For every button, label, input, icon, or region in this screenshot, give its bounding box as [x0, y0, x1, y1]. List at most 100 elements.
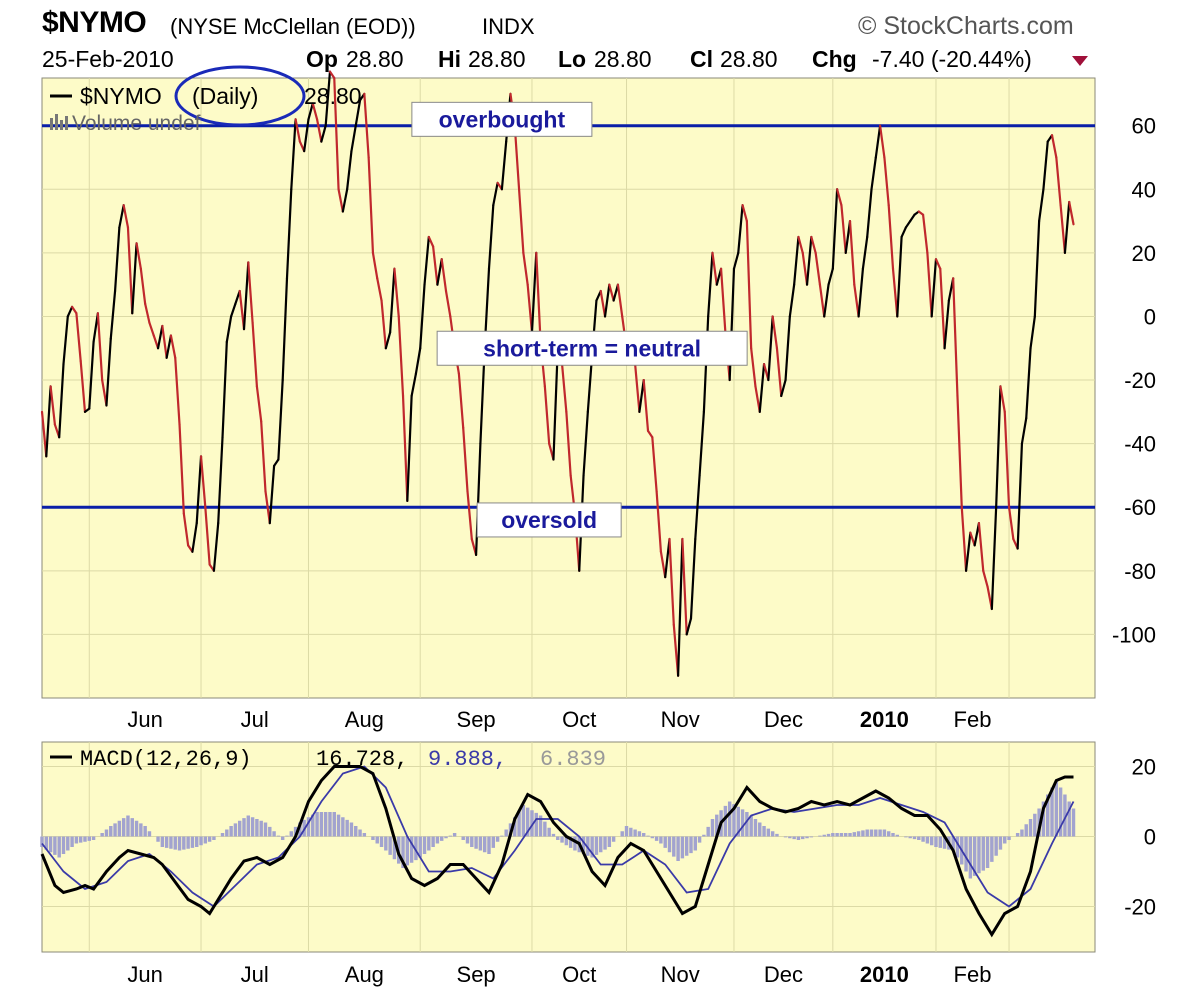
macd-hist-bar — [491, 836, 496, 848]
macd-hist-bar — [985, 836, 990, 868]
nymo-segment — [324, 70, 332, 127]
macd-hist-bar — [891, 833, 895, 837]
main-y-tick-label: 60 — [1132, 114, 1156, 139]
nymo-segment — [466, 490, 473, 541]
legend-period: (Daily) — [192, 83, 258, 109]
macd-hist-bar — [315, 812, 319, 837]
nymo-segment — [655, 490, 663, 553]
nymo-segment — [964, 531, 972, 572]
down-triangle-icon — [1072, 56, 1088, 66]
nymo-segment — [1007, 506, 1015, 541]
nymo-segment — [900, 226, 907, 239]
macd-hist-bar — [848, 833, 852, 837]
nymo-segment — [303, 118, 310, 153]
macd-hist-bar — [1063, 794, 1067, 837]
macd-hist-bar — [190, 836, 195, 848]
nymo-segment — [367, 156, 375, 254]
macd-hist-bar — [487, 836, 491, 854]
macd-hist-bar — [663, 836, 667, 848]
macd-hist-bar — [74, 836, 79, 844]
macd-hist-bar — [796, 836, 801, 840]
macd-hist-bar — [182, 836, 186, 850]
macd-hist-bar — [199, 836, 203, 846]
nymo-segment — [887, 204, 895, 270]
nymo-segment — [419, 283, 426, 350]
nymo-segment — [939, 267, 946, 350]
nymo-segment — [350, 124, 357, 153]
macd-panel — [41, 741, 1096, 953]
macd-hist-bar — [972, 836, 977, 876]
nymo-segment — [341, 188, 349, 213]
macd-hist-bar — [964, 836, 968, 872]
macd-hist-bar — [538, 815, 543, 837]
macd-hist-bar — [332, 812, 336, 837]
macd-hist-bar — [323, 812, 328, 837]
main-y-tick-label: -100 — [1112, 622, 1156, 647]
nymo-segment — [131, 242, 138, 315]
macd-x-tick-label: Dec — [764, 962, 803, 987]
macd-hist-bar — [865, 829, 869, 837]
macd-hist-bar — [852, 832, 857, 837]
macd-hist-bar — [195, 836, 199, 847]
macd-hist-bar — [134, 820, 139, 837]
nymo-segment — [535, 251, 542, 343]
nymo-segment — [285, 188, 293, 280]
macd-hist-bar — [736, 806, 740, 837]
macd-hist-bar — [740, 809, 745, 837]
macd-hist-bar — [362, 833, 367, 837]
macd-hist-bar — [207, 836, 212, 842]
nymo-segment — [487, 204, 495, 270]
nymo-segment — [793, 235, 800, 286]
nymo-segment — [681, 537, 688, 636]
macd-hist-bar — [654, 836, 659, 841]
nymo-segment — [492, 181, 499, 207]
macd-hist-bar — [727, 801, 732, 837]
macd-hist-bar — [409, 836, 414, 863]
macd-x-tick-label: Jul — [241, 962, 269, 987]
nymo-segment — [659, 550, 667, 579]
macd-y-tick-label: 0 — [1144, 825, 1156, 850]
nymo-segment — [831, 188, 839, 270]
main-x-tick-label: Dec — [764, 707, 803, 732]
macd-hist-bar — [521, 805, 526, 837]
overbought-label: overbought — [411, 101, 593, 137]
nymo-segment — [260, 420, 267, 493]
macd-hist-bar — [1071, 808, 1076, 837]
nymo-segment — [238, 289, 246, 331]
macd-hist-bar — [942, 836, 947, 849]
nymo-segment — [1029, 315, 1036, 350]
macd-hist-bar — [1046, 794, 1050, 837]
macd-hist-bar — [826, 833, 831, 837]
main-x-tick-label: Jul — [241, 707, 269, 732]
main-x-tick-label: Aug — [345, 707, 384, 732]
macd-hist-bar — [354, 826, 358, 837]
macd-x-tick-label: Nov — [661, 962, 700, 987]
macd-y-tick-label: 20 — [1132, 755, 1156, 780]
nymo-segment — [801, 251, 809, 286]
nymo-segment — [603, 283, 611, 318]
nymo-segment — [999, 385, 1006, 413]
nymo-segment — [406, 394, 413, 502]
macd-hist-bar — [104, 829, 109, 837]
macd-hist-bar — [83, 836, 87, 842]
macd-x-tick-label: Oct — [562, 962, 596, 987]
macd-hist-bar — [874, 829, 878, 837]
nymo-segment — [874, 124, 882, 159]
nymo-segment — [930, 258, 938, 318]
nymo-segment — [818, 283, 826, 318]
macd-hist-bar — [40, 836, 44, 847]
nymo-segment — [788, 283, 796, 318]
macd-hist-bar — [749, 815, 753, 837]
macd-hist-bar — [379, 836, 384, 847]
nymo-segment — [457, 372, 465, 429]
nymo-segment — [440, 258, 448, 293]
nymo-segment — [436, 258, 443, 286]
nymo-segment — [1025, 347, 1032, 420]
nymo-segment — [952, 277, 959, 398]
macd-hist-bar — [422, 836, 427, 854]
macd-x-tick-label: Sep — [457, 962, 496, 987]
symbol-title: $NYMO — [42, 6, 147, 39]
nymo-segment — [182, 512, 190, 547]
legend-value: 28.80 — [304, 83, 362, 109]
nymo-segment — [320, 124, 327, 143]
